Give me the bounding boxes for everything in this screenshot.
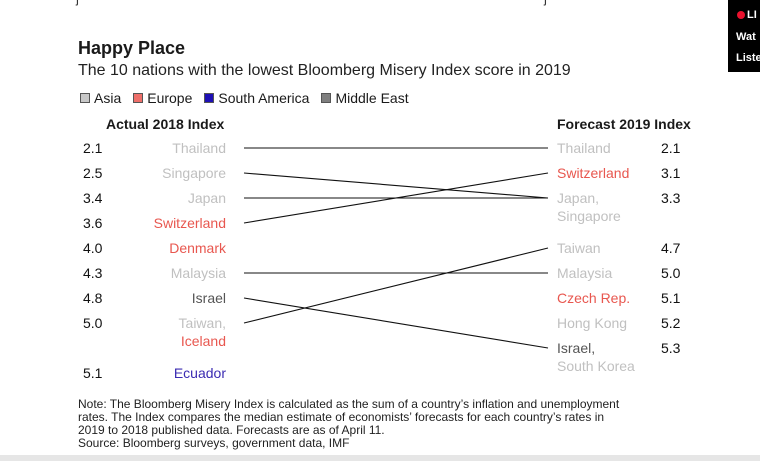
right-country-singapore: Singapore: [557, 208, 621, 224]
left-value-4-0-4: 4.0: [83, 240, 103, 256]
right-country-japan: Japan,: [557, 190, 599, 206]
left-country-thailand: Thailand: [172, 140, 226, 156]
right-value-3-1-1: 3.1: [661, 165, 681, 181]
chart-note: Note: The Bloomberg Misery Index is calc…: [78, 398, 708, 450]
left-country-israel: Israel: [192, 290, 226, 306]
right-country-south-korea: South Korea: [557, 358, 635, 374]
slope-line-singapore: [243, 172, 549, 199]
note-source: Source: Bloomberg surveys, government da…: [78, 436, 350, 450]
legend-item-asia: Asia: [80, 90, 121, 106]
top-fragment-left: j: [76, 0, 79, 6]
right-value-5-0-4: 5.0: [661, 265, 681, 281]
left-country-iceland: Iceland: [181, 333, 226, 349]
legend-swatch-south-america: [204, 93, 215, 103]
legend-item-middle-east: Middle East: [321, 90, 409, 106]
legend-swatch-middle-east: [321, 93, 332, 103]
chart-title: Happy Place: [78, 38, 186, 58]
right-value-3-3-2: 3.3: [661, 190, 681, 206]
note-line-1: Note: The Bloomberg Misery Index is calc…: [78, 397, 620, 411]
right-value-5-1-5: 5.1: [661, 290, 681, 306]
right-country-thailand: Thailand: [557, 140, 611, 156]
left-country-japan: Japan: [188, 190, 226, 206]
left-country-denmark: Denmark: [169, 240, 227, 256]
right-country-malaysia: Malaysia: [557, 265, 612, 281]
left-country-malaysia: Malaysia: [171, 265, 226, 281]
left-country-singapore: Singapore: [162, 165, 226, 181]
left-value-4-3-5: 4.3: [83, 265, 103, 281]
right-value-2-1-0: 2.1: [661, 140, 681, 156]
legend-label-middle-east: Middle East: [335, 90, 409, 106]
side-panel-listen-link[interactable]: Liste: [736, 52, 760, 64]
right-country-hong-kong: Hong Kong: [557, 315, 627, 331]
left-value-4-8-6: 4.8: [83, 290, 103, 306]
legend-label-south-america: South America: [218, 90, 310, 106]
side-panel-live-label: LI: [747, 9, 757, 21]
bottom-bar: [0, 455, 760, 461]
right-country-israel: Israel,: [557, 340, 595, 356]
left-column-header: Actual 2018 Index: [106, 116, 225, 132]
left-value-2-1-0: 2.1: [83, 140, 103, 156]
live-side-panel[interactable]: LI Wat Liste: [728, 0, 760, 72]
left-value-3-6-3: 3.6: [83, 215, 103, 231]
legend-label-europe: Europe: [147, 90, 193, 106]
left-country-taiwan: Taiwan,: [179, 315, 226, 331]
left-country-switzerland: Switzerland: [154, 215, 226, 231]
left-country-ecuador: Ecuador: [174, 365, 226, 381]
note-line-2: rates. The Index compares the median est…: [78, 410, 605, 424]
side-panel-watch-link[interactable]: Wat: [736, 31, 756, 43]
right-value-4-7-3: 4.7: [661, 240, 681, 256]
right-country-switzerland: Switzerland: [557, 165, 629, 181]
top-fragment-right: j: [544, 0, 547, 6]
legend-item-south-america: South America: [204, 90, 309, 106]
left-value-5-1-8: 5.1: [83, 365, 103, 381]
legend-item-europe: Europe: [133, 90, 192, 106]
legend: Asia Europe South America Middle East: [80, 90, 421, 106]
slope-line-switzerland: [243, 172, 549, 224]
left-value-2-5-1: 2.5: [83, 165, 103, 181]
note-line-3: 2019 to 2018 published data. Forecasts a…: [78, 423, 385, 437]
legend-swatch-asia: [80, 93, 90, 103]
right-value-5-2-6: 5.2: [661, 315, 681, 331]
live-dot-icon: [737, 11, 745, 19]
right-country-taiwan: Taiwan: [557, 240, 601, 256]
chart-subtitle: The 10 nations with the lowest Bloomberg…: [78, 62, 571, 79]
slope-line-taiwan: [243, 247, 549, 324]
legend-swatch-europe: [133, 93, 144, 103]
slope-line-israel: [243, 297, 549, 349]
legend-label-asia: Asia: [94, 90, 122, 106]
right-value-5-3-7: 5.3: [661, 340, 681, 356]
right-column-header: Forecast 2019 Index: [557, 116, 691, 132]
left-value-3-4-2: 3.4: [83, 190, 103, 206]
right-country-czech-rep: Czech Rep.: [557, 290, 630, 306]
left-value-5-0-7: 5.0: [83, 315, 103, 331]
